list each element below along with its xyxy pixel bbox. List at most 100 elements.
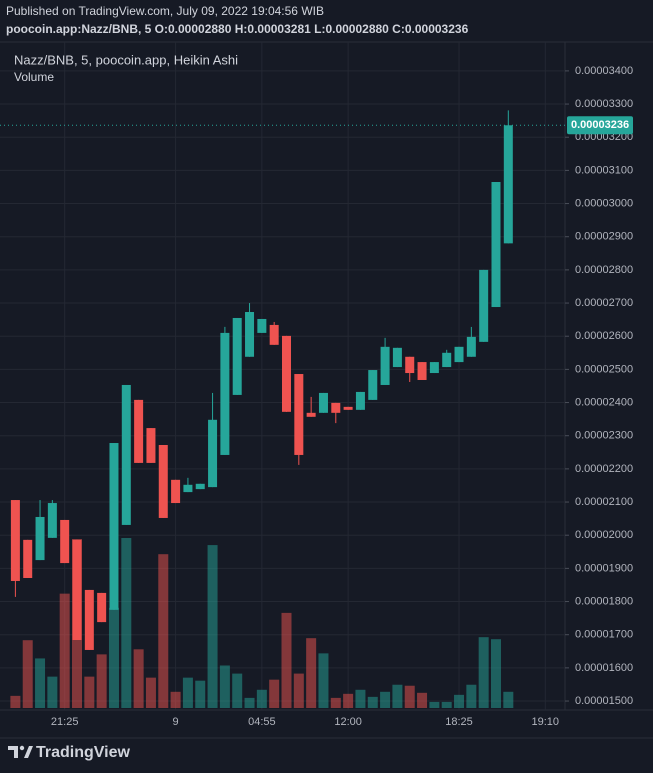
candle-body [392, 347, 402, 368]
candle-body [466, 336, 476, 357]
y-tick-label: 0.00002000 [575, 529, 633, 541]
volume-bar [170, 691, 181, 708]
y-tick-label: 0.00001900 [575, 562, 633, 574]
candle-body [195, 483, 205, 490]
candle-body [245, 312, 255, 357]
candle-body [269, 324, 279, 345]
volume-bar [392, 684, 403, 708]
logo-dot [19, 745, 25, 751]
volume-bar [454, 694, 465, 708]
y-tick-label: 0.00001700 [575, 629, 633, 641]
candle-body [294, 374, 304, 455]
volume-bar [145, 677, 156, 708]
volume-bar [96, 654, 107, 708]
candle-body [429, 362, 439, 374]
candle-body [405, 356, 415, 374]
volume-bar [441, 701, 452, 708]
volume-bar [195, 680, 206, 708]
volume-bar [281, 612, 292, 708]
candle-body [171, 479, 181, 504]
x-tick-label: 18:25 [445, 716, 473, 728]
volume-bar [35, 658, 46, 708]
candle-body [282, 335, 291, 412]
candle-body [23, 539, 33, 578]
candle-body [10, 500, 20, 581]
candle-body [109, 443, 119, 610]
y-tick-label: 0.00002800 [575, 264, 633, 276]
volume-bar [429, 701, 440, 708]
y-tick-label: 0.00001800 [575, 595, 633, 607]
candle-body [318, 392, 328, 413]
candle-body [121, 384, 131, 525]
x-tick-label: 21:25 [51, 716, 79, 728]
y-tick-label: 0.00003100 [575, 164, 633, 176]
y-tick-label: 0.00003400 [575, 65, 633, 77]
candle-body [442, 352, 452, 368]
volume-bar [404, 685, 415, 708]
volume-bar [219, 665, 230, 708]
volume-bar [478, 637, 489, 708]
candle-body [257, 318, 267, 333]
volume-bar [133, 649, 144, 708]
volume-bar [10, 695, 21, 708]
candle-body [331, 402, 341, 413]
volume-bar [330, 697, 341, 708]
logo-mark [8, 746, 18, 758]
candle-body [306, 412, 316, 417]
x-tick-label: 19:10 [532, 716, 560, 728]
candle-body [417, 362, 427, 380]
volume-bar [244, 697, 255, 708]
y-tick-label: 0.00002400 [575, 396, 633, 408]
volume-bar [182, 677, 193, 708]
candle-body [183, 484, 193, 493]
candle-body [491, 181, 501, 308]
y-tick-label: 0.00001500 [575, 695, 633, 707]
y-tick-label: 0.00002700 [575, 297, 633, 309]
candle-body [479, 269, 489, 342]
volume-bar [158, 554, 169, 708]
volume-bar [466, 684, 477, 708]
volume-bar [367, 696, 378, 708]
candle-body [158, 444, 168, 518]
volume-bar [269, 679, 280, 708]
candle-body [134, 399, 144, 463]
y-tick-label: 0.00001600 [575, 662, 633, 674]
y-tick-label: 0.00002500 [575, 363, 633, 375]
y-tick-label: 0.00002200 [575, 463, 633, 475]
y-tick-label: 0.00002100 [575, 496, 633, 508]
candle-body [97, 592, 107, 623]
y-tick-label: 0.00003300 [575, 98, 633, 110]
logo-slash [24, 746, 33, 758]
logo [8, 745, 33, 758]
x-tick-label: 04:55 [248, 716, 276, 728]
x-tick-label: 12:00 [334, 716, 362, 728]
candle-body [146, 428, 156, 463]
candle-body [343, 406, 353, 410]
volume-bar [318, 653, 329, 708]
volume-bar [355, 689, 366, 708]
symbol-line: poocoin.app:Nazz/BNB, 5 O:0.00002880 H:0… [6, 22, 469, 36]
y-tick-label: 0.00002900 [575, 231, 633, 243]
volume-bar [343, 693, 354, 708]
candle-body [368, 370, 378, 400]
candle-body [220, 332, 230, 455]
brand: TradingView [36, 744, 131, 761]
published: Published on TradingView.com, July 09, 2… [6, 4, 324, 18]
volume-bar [121, 538, 132, 708]
volume-bar [293, 673, 304, 708]
volume-bar [84, 676, 95, 708]
candle-body [208, 419, 218, 488]
candle-body [84, 589, 94, 650]
volume-bar [306, 638, 317, 708]
volume-label: Volume [14, 70, 54, 84]
candle-body [454, 346, 464, 363]
legend: Nazz/BNB, 5, poocoin.app, Heikin Ashi [14, 52, 238, 67]
volume-bar [490, 639, 501, 708]
last-price-label: 0.00003236 [571, 119, 629, 131]
volume-bar [503, 691, 514, 708]
volume-bar [47, 676, 58, 708]
candle-body [355, 391, 365, 410]
